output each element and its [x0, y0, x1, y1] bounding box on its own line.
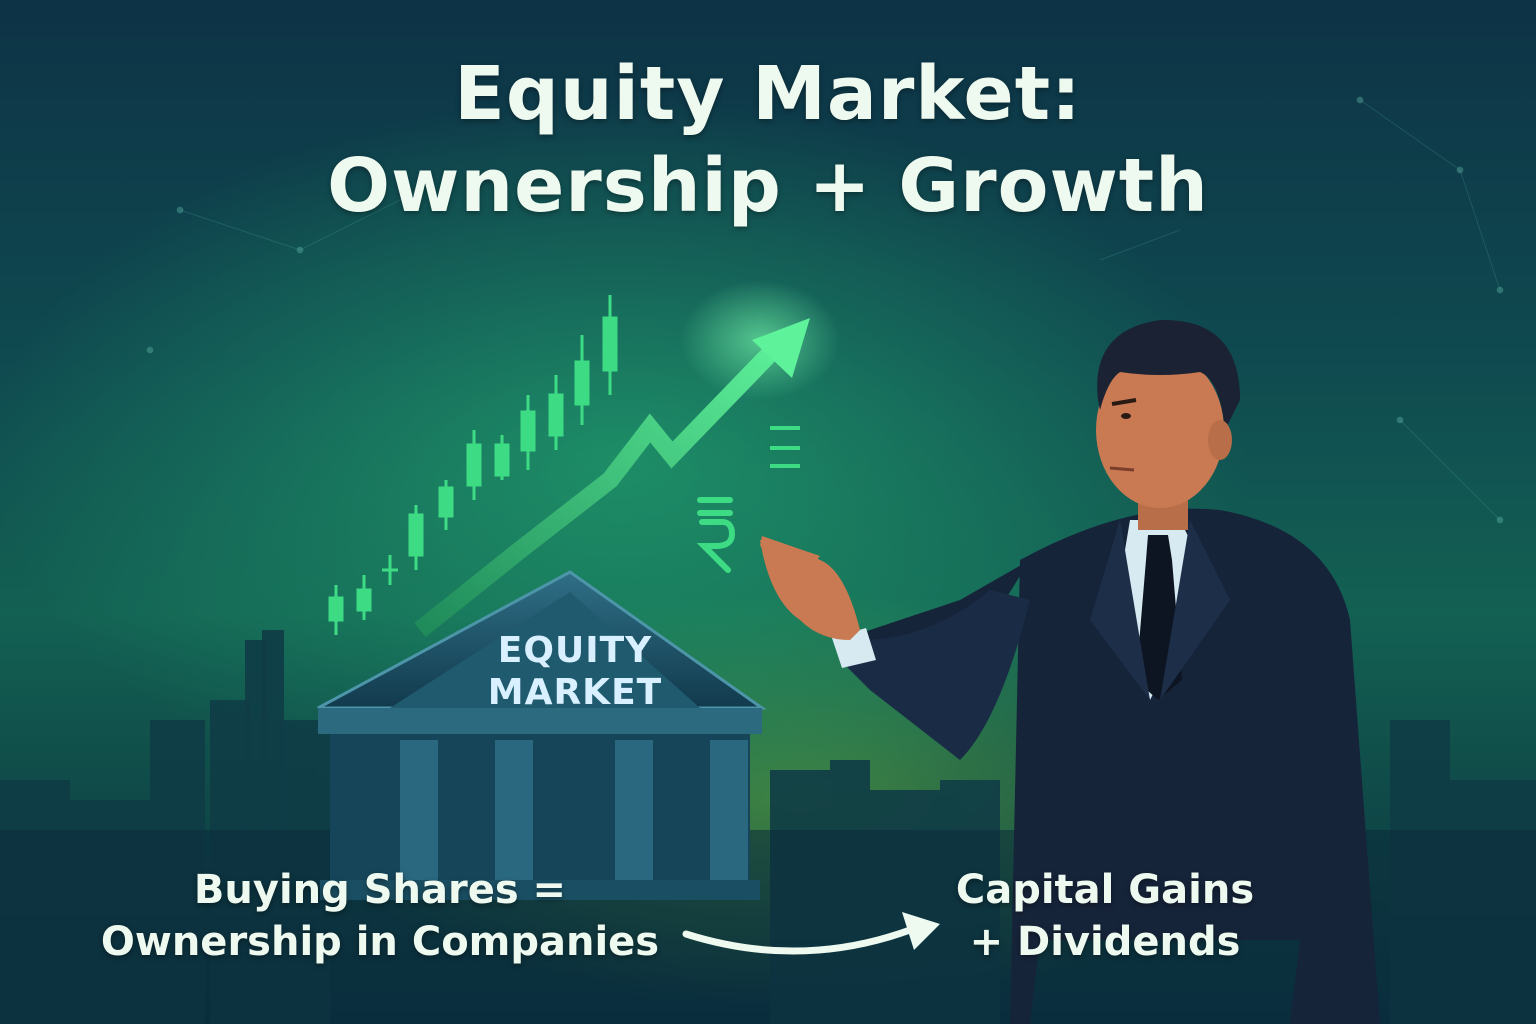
- building-label-line2: MARKET: [487, 672, 663, 713]
- caption-left-line1: Buying Shares =: [193, 867, 567, 913]
- caption-left: Buying Shares = Ownership in Companies: [90, 864, 670, 968]
- network-pattern: [146, 96, 1504, 524]
- page-title-line2: Ownership + Growth: [327, 143, 1209, 229]
- curved-arrow-icon: [682, 912, 940, 955]
- caption-right: Capital Gains + Dividends: [930, 864, 1280, 968]
- caption-right-line1: Capital Gains: [955, 867, 1255, 913]
- up-trend-arrow-icon: [414, 280, 840, 638]
- list-lines-icon: [770, 426, 800, 468]
- building-label-line1: EQUITY: [497, 630, 653, 671]
- candlestick-chart-icon: [328, 295, 618, 635]
- rupee-icon: [696, 497, 736, 573]
- bank-building-icon: [317, 570, 767, 900]
- businessman-figure: [760, 319, 1380, 1024]
- caption-right-line2: + Dividends: [969, 919, 1241, 965]
- page-title-line1: Equity Market:: [454, 51, 1082, 137]
- caption-left-line2: Ownership in Companies: [100, 919, 660, 965]
